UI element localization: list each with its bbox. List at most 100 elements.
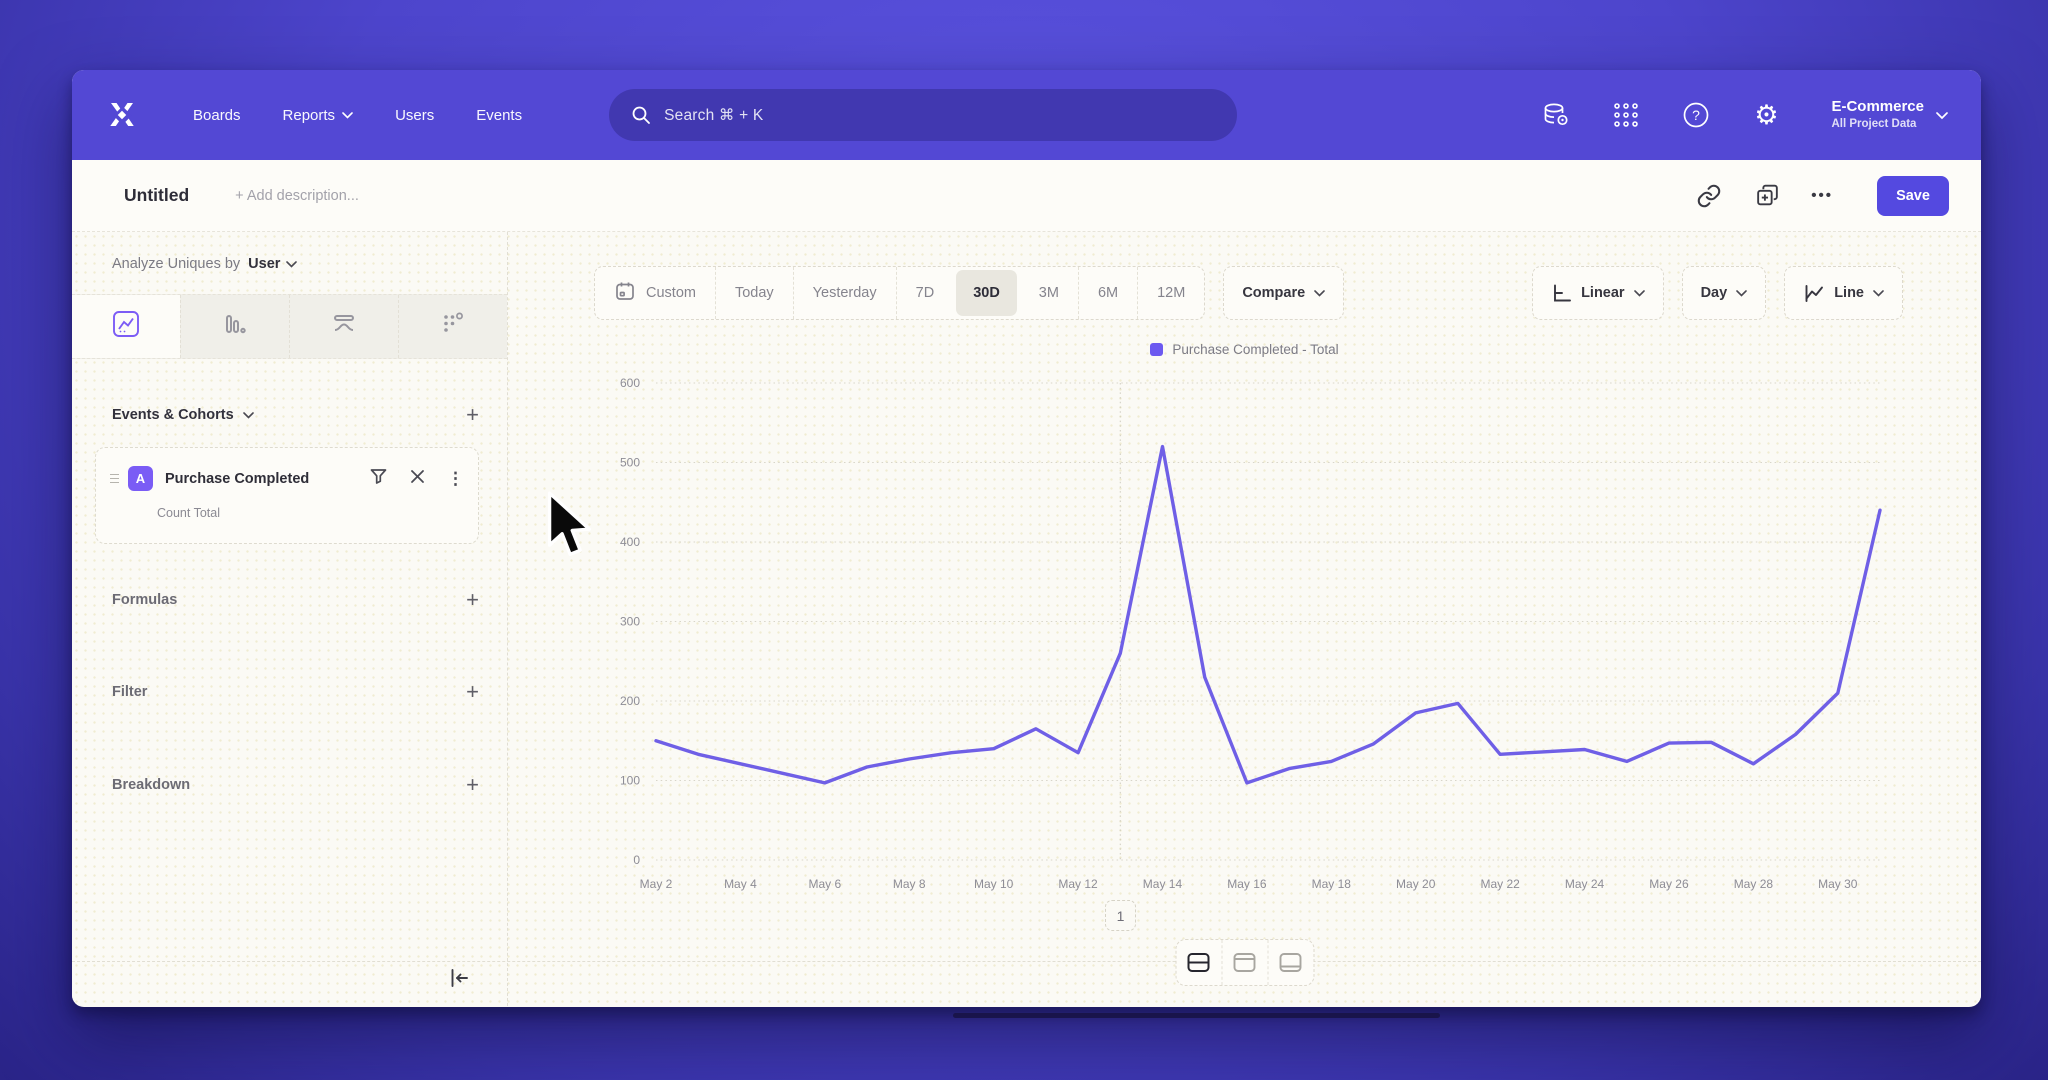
range-7d[interactable]: 7D (895, 267, 954, 319)
add-filter-button[interactable]: + (466, 679, 479, 704)
layout-top-button[interactable] (1221, 940, 1267, 985)
filter-funnel-icon[interactable] (369, 467, 388, 491)
svg-text:?: ? (1693, 107, 1701, 123)
apps-grid-icon[interactable] (1611, 100, 1641, 130)
query-builder-sidebar: Analyze Uniques by User (72, 232, 508, 1006)
events-cohorts-label[interactable]: Events & Cohorts (112, 407, 234, 423)
chart-legend: Purchase Completed - Total (508, 342, 1981, 357)
tab-insights[interactable] (72, 295, 180, 358)
svg-text:May 24: May 24 (1565, 877, 1605, 891)
chart-type-dropdown[interactable]: Line (1784, 266, 1903, 320)
nav-item-events[interactable]: Events (455, 107, 543, 124)
visualization-tabstrip (72, 294, 507, 359)
search-input[interactable]: Search ⌘ + K (609, 89, 1238, 141)
line-chart-icon (111, 309, 141, 344)
scale-label: Linear (1581, 285, 1625, 301)
compare-label: Compare (1242, 285, 1306, 301)
interval-dropdown[interactable]: Day (1681, 266, 1767, 320)
range-30d-selected[interactable]: 30D (956, 270, 1017, 316)
compare-dropdown[interactable]: Compare (1223, 266, 1345, 320)
range-custom[interactable]: Custom (595, 267, 715, 319)
event-aggregation[interactable]: Count Total (157, 506, 221, 520)
svg-text:May 4: May 4 (724, 877, 757, 891)
nav-item-reports[interactable]: Reports (262, 107, 375, 124)
scatter-dots-icon (438, 309, 468, 344)
duplicate-icon[interactable] (1753, 182, 1781, 210)
range-12m[interactable]: 12M (1137, 267, 1204, 319)
bar-chart-icon (220, 309, 250, 344)
copy-link-icon[interactable] (1695, 182, 1723, 210)
layout-split-button[interactable] (1176, 940, 1221, 985)
add-breakdown-button[interactable]: + (466, 772, 479, 797)
layout-bottom-button[interactable] (1267, 940, 1313, 985)
analyze-prefix-label: Analyze Uniques by (112, 256, 241, 272)
mouse-cursor (545, 490, 597, 567)
svg-text:200: 200 (620, 694, 640, 708)
svg-text:May 2: May 2 (640, 877, 673, 891)
chevron-down-icon (1936, 111, 1948, 119)
range-6m[interactable]: 6M (1077, 267, 1137, 319)
data-sources-icon[interactable] (1541, 100, 1571, 130)
kebab-menu-icon[interactable]: ⋮ (447, 469, 464, 488)
svg-text:May 18: May 18 (1312, 877, 1352, 891)
add-description-field[interactable]: + Add description... (235, 187, 359, 204)
project-selector[interactable]: E-Commerce All Project Data (1831, 98, 1948, 131)
more-actions-button[interactable]: ••• (1811, 187, 1833, 204)
add-event-button[interactable]: + (466, 402, 479, 427)
mixpanel-logo-icon[interactable]: X (100, 93, 144, 137)
range-3m[interactable]: 3M (1020, 267, 1078, 319)
nav-item-users[interactable]: Users (374, 107, 455, 124)
svg-text:500: 500 (620, 456, 640, 470)
svg-text:May 10: May 10 (974, 877, 1014, 891)
chevron-down-icon (342, 111, 353, 119)
tab-flows[interactable] (289, 295, 398, 358)
range-label: 30D (973, 285, 1000, 301)
line-chart-type-icon (1803, 283, 1825, 304)
analyze-entity-dropdown[interactable]: User (248, 256, 298, 272)
event-name[interactable]: Purchase Completed (165, 470, 310, 487)
svg-text:400: 400 (620, 535, 640, 549)
save-button[interactable]: Save (1877, 175, 1949, 216)
project-name: E-Commerce (1831, 98, 1924, 116)
help-icon[interactable]: ? (1681, 100, 1711, 130)
drag-handle[interactable] (110, 473, 119, 484)
collapse-sidebar-icon[interactable] (447, 966, 471, 990)
svg-text:0: 0 (633, 853, 640, 867)
svg-text:600: 600 (620, 376, 640, 390)
report-header: Untitled + Add description... ••• Save (72, 160, 1981, 232)
date-range-segmented-control: Custom Today Yesterday 7D 30D 3M 6M 12M (594, 266, 1206, 320)
settings-gear-icon[interactable]: ⚙ (1754, 99, 1779, 131)
range-yesterday[interactable]: Yesterday (792, 267, 896, 319)
filter-section: Filter + (112, 681, 479, 703)
search-icon (631, 105, 651, 125)
chevron-down-icon (1314, 289, 1325, 297)
range-label: 7D (915, 285, 935, 301)
chevron-down-icon (1873, 289, 1884, 297)
search-placeholder: Search ⌘ + K (664, 106, 764, 124)
svg-text:May 30: May 30 (1818, 877, 1858, 891)
legend-swatch (1150, 343, 1164, 356)
formulas-section: Formulas + (112, 589, 479, 611)
tab-retention[interactable] (398, 295, 507, 358)
nav-label: Boards (193, 106, 241, 124)
background-window-edge (953, 1013, 1440, 1018)
top-nav-bar: X Boards Reports Users Events Search ⌘ +… (72, 70, 1981, 160)
line-chart[interactable]: 0 100 200 300 400 500 600 May 2 May 4 May 6 May 8 M… (508, 372, 1981, 917)
range-label: 12M (1157, 285, 1186, 301)
linear-axis-icon (1551, 283, 1572, 304)
scale-dropdown[interactable]: Linear (1532, 266, 1664, 320)
svg-text:May 16: May 16 (1227, 877, 1267, 891)
nav-item-boards[interactable]: Boards (172, 107, 262, 124)
remove-event-icon[interactable] (409, 468, 426, 490)
tab-funnels[interactable] (180, 295, 289, 358)
svg-text:May 8: May 8 (893, 877, 926, 891)
report-title[interactable]: Untitled (124, 185, 190, 205)
add-formula-button[interactable]: + (466, 587, 479, 612)
interval-label: Day (1700, 285, 1728, 301)
annotation-chip[interactable]: 1 (1105, 900, 1136, 931)
event-card[interactable]: A Purchase Completed ⋮ Count Total (95, 447, 479, 544)
range-today[interactable]: Today (714, 267, 793, 319)
chart-type-label: Line (1834, 285, 1864, 301)
breakdown-label: Breakdown (112, 777, 191, 793)
breakdown-section: Breakdown + (112, 774, 479, 796)
